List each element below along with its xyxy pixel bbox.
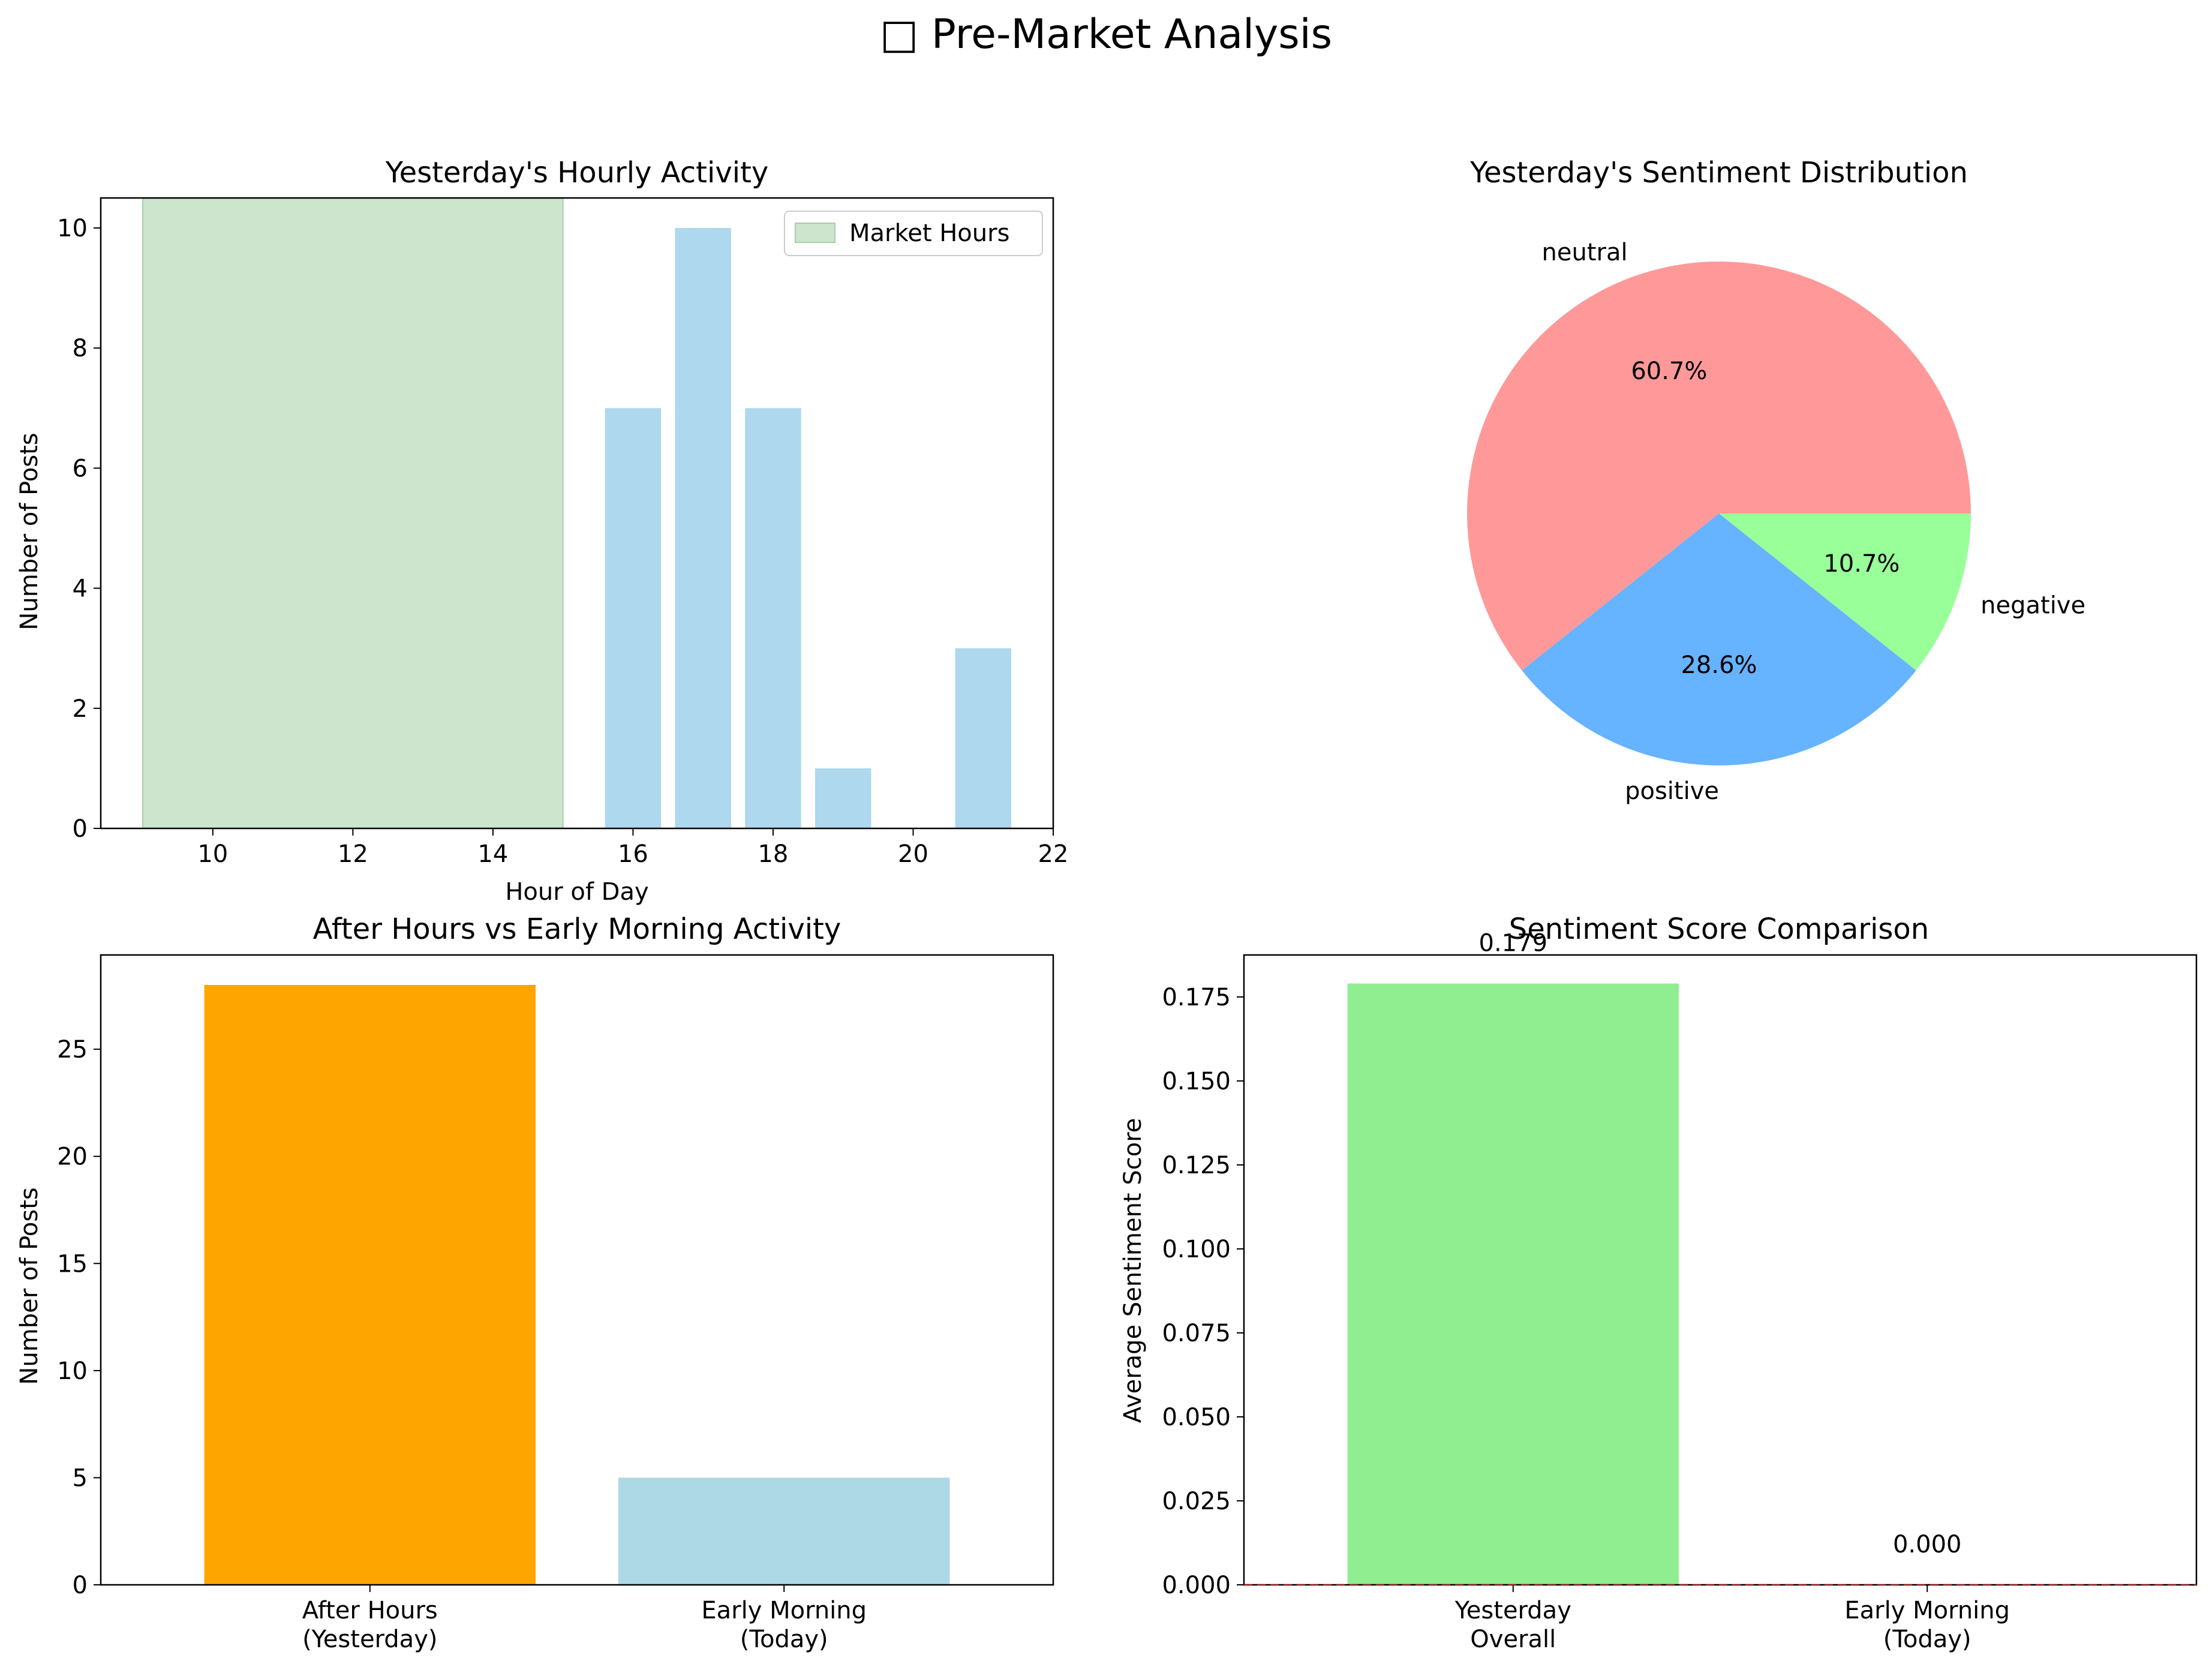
x-tick-label: Early Morning (Today) bbox=[1844, 1597, 2010, 1653]
y-tick-label: 0.100 bbox=[1162, 1236, 1231, 1263]
hourly-activity-panel: Yesterday's Hourly Activity Hour of Day … bbox=[16, 156, 1068, 906]
x-tick-label: 22 bbox=[1038, 840, 1069, 868]
x-tick-label: 16 bbox=[618, 840, 648, 868]
sentiment-score-title: Sentiment Score Comparison bbox=[1509, 912, 1929, 946]
legend: Market Hours bbox=[784, 211, 1043, 256]
y-tick-label: 0.075 bbox=[1162, 1320, 1231, 1347]
y-tick-label: 10 bbox=[57, 1357, 88, 1385]
legend-market-hours-label: Market Hours bbox=[849, 220, 1009, 247]
pie-slice-negative bbox=[1719, 513, 1971, 671]
activity-comparison-panel: After Hours vs Early Morning Activity Nu… bbox=[16, 912, 1054, 1653]
pie-pct-negative: 10.7% bbox=[1823, 550, 1900, 578]
y-tick-label: 6 bbox=[73, 455, 88, 482]
sentiment-bar-0 bbox=[1347, 983, 1679, 1585]
sentiment-score-panel: Sentiment Score Comparison Average Senti… bbox=[1119, 912, 2198, 1653]
hourly-bar bbox=[605, 408, 662, 828]
bar-value-label: 0.000 bbox=[1893, 1531, 1962, 1558]
sentiment-score-ylabel: Average Sentiment Score bbox=[1119, 1118, 1147, 1423]
pie-label-positive: positive bbox=[1625, 777, 1719, 805]
activity-comparison-title: After Hours vs Early Morning Activity bbox=[313, 912, 841, 946]
market-hours-span bbox=[142, 197, 564, 829]
x-tick-label: 14 bbox=[477, 840, 508, 868]
y-tick-label: 0.150 bbox=[1162, 1068, 1231, 1095]
y-tick-label: 2 bbox=[73, 695, 88, 723]
legend-box bbox=[784, 211, 1043, 256]
x-tick-label: 12 bbox=[338, 840, 368, 868]
hourly-activity-xlabel: Hour of Day bbox=[505, 878, 648, 906]
x-tick-label: 10 bbox=[197, 840, 228, 868]
hourly-activity-axes-frame bbox=[100, 197, 1054, 830]
pie-pct-neutral: 60.7% bbox=[1631, 358, 1707, 385]
hourly-bar bbox=[675, 228, 731, 828]
activity-comparison-axes-frame bbox=[100, 954, 1054, 1586]
x-tick-label: 18 bbox=[758, 840, 788, 868]
pie-slice-positive bbox=[1522, 513, 1916, 766]
y-tick-label: 5 bbox=[73, 1464, 88, 1492]
y-tick-label: 0.125 bbox=[1162, 1152, 1231, 1179]
y-tick-label: 20 bbox=[57, 1143, 88, 1171]
y-tick-label: 4 bbox=[73, 575, 88, 603]
y-tick-label: 0.025 bbox=[1162, 1488, 1231, 1515]
x-tick-label: After Hours (Yesterday) bbox=[302, 1597, 438, 1653]
activity-bar-0 bbox=[204, 985, 536, 1585]
hourly-activity-title: Yesterday's Hourly Activity bbox=[385, 156, 769, 190]
activity-bar-1 bbox=[618, 1477, 950, 1585]
sentiment-distribution-title: Yesterday's Sentiment Distribution bbox=[1469, 156, 1968, 190]
x-tick-label: 20 bbox=[898, 840, 928, 868]
y-tick-label: 0 bbox=[73, 815, 88, 843]
activity-comparison-ylabel: Number of Posts bbox=[16, 1187, 43, 1384]
hourly-bar bbox=[955, 648, 1011, 828]
y-tick-label: 10 bbox=[57, 215, 88, 242]
hourly-activity-ylabel: Number of Posts bbox=[16, 432, 43, 630]
x-tick-label: Yesterday Overall bbox=[1454, 1597, 1571, 1653]
y-tick-label: 0.050 bbox=[1162, 1404, 1231, 1431]
y-tick-label: 0.175 bbox=[1162, 984, 1231, 1011]
hourly-bar bbox=[815, 768, 871, 828]
y-tick-label: 0.000 bbox=[1162, 1572, 1231, 1599]
sentiment-distribution-panel: Yesterday's Sentiment Distribution neutr… bbox=[1467, 156, 2085, 805]
y-tick-label: 25 bbox=[57, 1036, 88, 1064]
bar-value-label: 0.179 bbox=[1479, 930, 1548, 957]
pie-slice-neutral bbox=[1467, 262, 1971, 671]
y-tick-label: 0 bbox=[73, 1572, 88, 1599]
figure-title: □ Pre-Market Analysis bbox=[880, 11, 1332, 58]
x-tick-label: Early Morning (Today) bbox=[701, 1597, 867, 1653]
y-tick-label: 8 bbox=[73, 335, 88, 362]
pie-pct-positive: 28.6% bbox=[1681, 651, 1757, 679]
legend-market-hours-swatch bbox=[795, 223, 835, 243]
pie-label-negative: negative bbox=[1980, 591, 2085, 619]
y-tick-label: 15 bbox=[57, 1250, 88, 1278]
hourly-bar bbox=[745, 408, 801, 828]
pie-label-neutral: neutral bbox=[1542, 239, 1628, 266]
